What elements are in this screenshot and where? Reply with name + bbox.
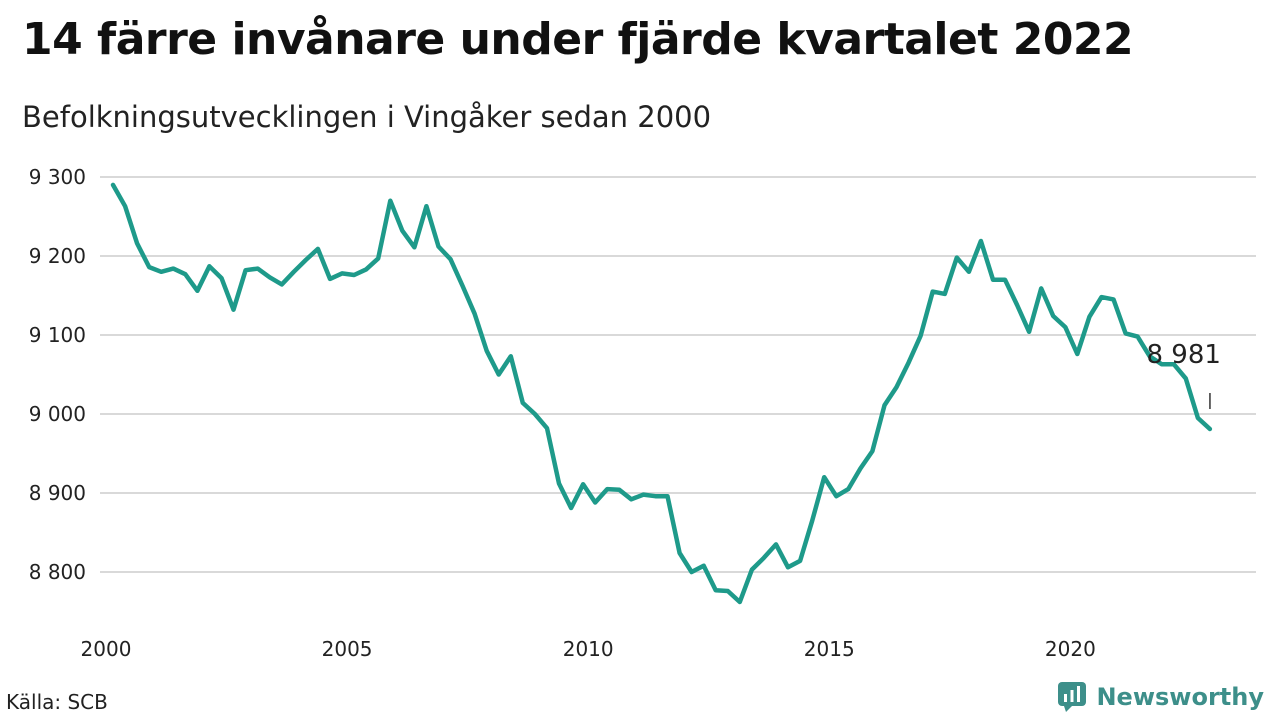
gridlines — [100, 176, 1256, 573]
x-tick-label: 2000 — [81, 637, 132, 661]
y-axis-ticks: 8 800 8 900 9 000 9 100 9 200 9 300 — [29, 165, 86, 584]
y-tick-label: 9 100 — [29, 323, 86, 347]
chart-subtitle: Befolkningsutvecklingen i Vingåker sedan… — [22, 100, 712, 134]
source-note: Källa: SCB — [6, 690, 108, 714]
series-line — [110, 182, 1213, 605]
brand-name: Newsworthy — [1096, 683, 1264, 711]
x-tick-label: 2010 — [563, 637, 614, 661]
series-layer — [110, 182, 1213, 605]
x-tick-label: 2015 — [804, 637, 855, 661]
x-axis-ticks: 2000 2005 2010 2015 2020 — [81, 637, 1096, 661]
y-tick-label: 9 000 — [29, 402, 86, 426]
x-tick-label: 2005 — [322, 637, 373, 661]
y-tick-label: 8 800 — [29, 560, 86, 584]
annotations: 8 981 — [1147, 340, 1221, 410]
brand-logo: Newsworthy — [1058, 682, 1264, 712]
y-tick-label: 8 900 — [29, 481, 86, 505]
newsworthy-logo-icon — [1058, 682, 1087, 712]
x-tick-label: 2020 — [1045, 637, 1096, 661]
chart-title: 14 färre invånare under fjärde kvartalet… — [22, 14, 1134, 65]
y-tick-label: 9 300 — [29, 165, 86, 189]
end-value-label: 8 981 — [1147, 340, 1221, 370]
y-tick-label: 9 200 — [29, 244, 86, 268]
